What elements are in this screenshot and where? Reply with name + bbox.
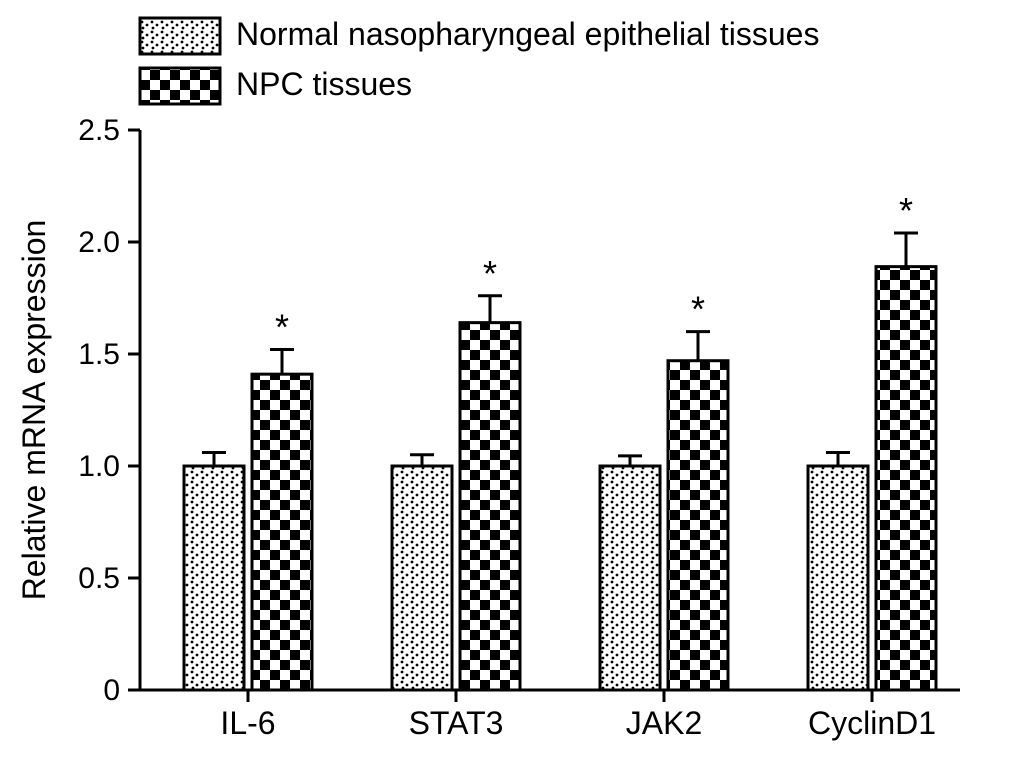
significance-marker: * xyxy=(899,190,913,231)
bar-stat3-series1 xyxy=(460,323,520,690)
legend-swatch-1 xyxy=(140,68,220,104)
legend-label-1: NPC tissues xyxy=(236,66,412,102)
x-tick-label: STAT3 xyxy=(409,705,504,741)
x-tick-label: JAK2 xyxy=(626,705,702,741)
y-axis-label: Relative mRNA expression xyxy=(16,220,52,601)
x-tick-label: IL-6 xyxy=(220,705,275,741)
y-tick-label: 1.0 xyxy=(78,450,120,483)
significance-marker: * xyxy=(275,307,289,348)
bar-cyclind1-series0 xyxy=(808,466,868,690)
y-tick-label: 2.0 xyxy=(78,226,120,259)
legend-swatch-0 xyxy=(140,18,220,54)
y-tick-label: 0.5 xyxy=(78,562,120,595)
y-tick-label: 2.5 xyxy=(78,114,120,147)
bar-jak2-series1 xyxy=(668,361,728,690)
y-tick-label: 1.5 xyxy=(78,338,120,371)
bar-cyclind1-series1 xyxy=(876,267,936,690)
bar-jak2-series0 xyxy=(600,466,660,690)
significance-marker: * xyxy=(483,253,497,294)
significance-marker: * xyxy=(691,289,705,330)
bar-stat3-series0 xyxy=(392,466,452,690)
legend-label-0: Normal nasopharyngeal epithelial tissues xyxy=(236,16,819,52)
x-tick-label: CyclinD1 xyxy=(808,705,936,741)
bar-il-6-series0 xyxy=(184,466,244,690)
bar-il-6-series1 xyxy=(252,374,312,690)
y-tick-label: 0 xyxy=(103,674,120,707)
